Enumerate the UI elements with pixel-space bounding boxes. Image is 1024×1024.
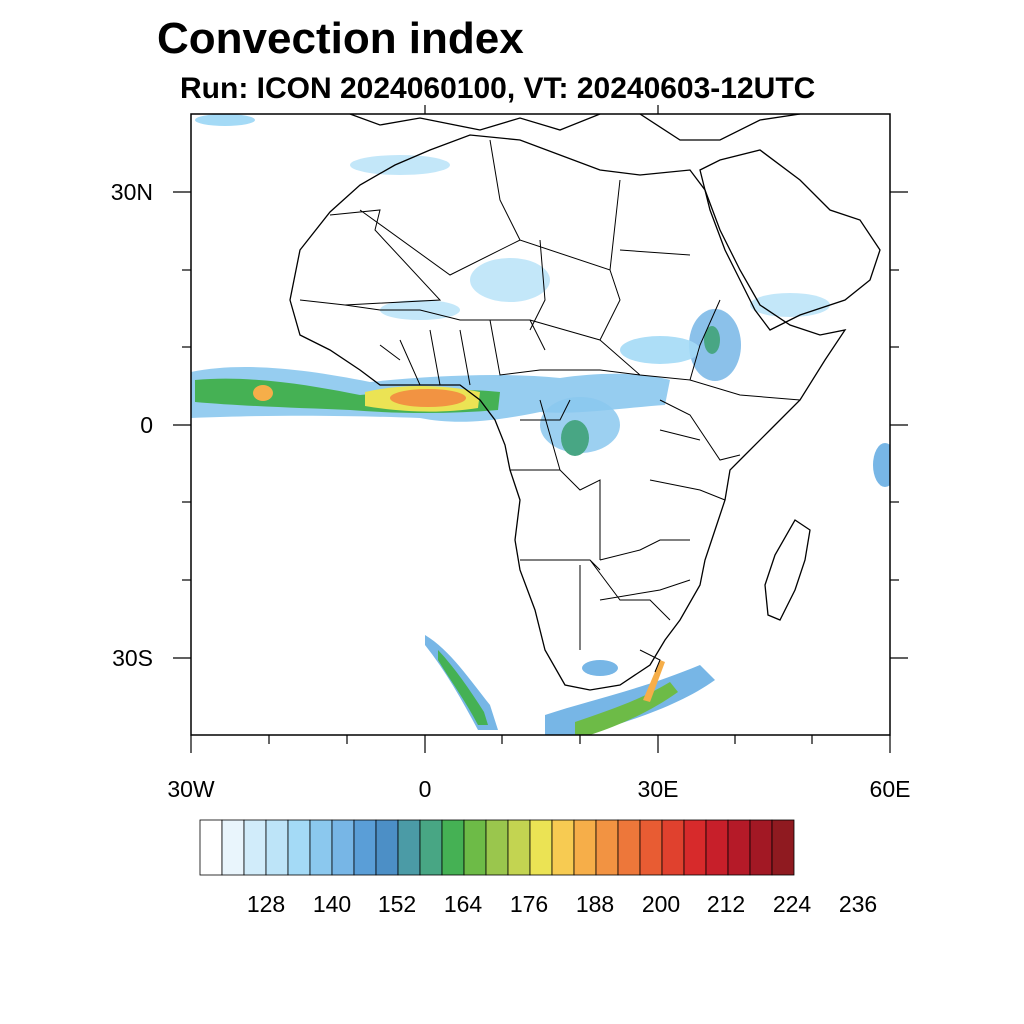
colorbar-label: 152 [378,891,416,917]
colorbar-swatch [287,819,311,876]
colorbar-swatch [595,819,619,876]
colorbar-swatch [727,819,751,876]
colorbar-swatch [441,819,465,876]
colorbar-label: 224 [773,891,812,917]
colorbar-swatch [199,819,223,876]
colorbar-label: 176 [510,891,548,917]
africa-coastline [289,134,847,691]
colorbar-swatch [375,819,399,876]
colorbar-label: 128 [247,891,285,917]
axis-ticks [173,105,908,753]
lat-label-30s: 30S [112,645,153,671]
chart-subtitle: Run: ICON 2024060100, VT: 20240603-12UTC [180,72,816,105]
colorbar-label: 188 [576,891,614,917]
convection-field [191,114,890,735]
borders-southern-africa [520,559,691,673]
colorbar-swatch [309,819,333,876]
lon-label-30e: 30E [638,776,679,802]
kalahari-convection [582,660,618,676]
colorbar-swatch [749,819,773,876]
indian-ocean-convection [873,443,890,487]
colorbar-label: 140 [313,891,351,917]
madagascar-coastline [764,519,811,621]
colorbar-label: 212 [707,891,745,917]
colorbar-swatch [397,819,421,876]
lon-label-30w: 30W [167,776,215,802]
colorbar-swatch [705,819,729,876]
colorbar-swatch [683,819,707,876]
colorbar-swatch [243,819,267,876]
itcz-hotspot [390,389,466,407]
colorbar-swatch [771,819,795,876]
colorbar-swatch [221,819,245,876]
colorbar-swatch [463,819,487,876]
coastlines [289,114,881,691]
south-atlantic-front-core [438,650,488,725]
lat-label-0: 0 [140,412,153,438]
colorbar-swatch [419,819,443,876]
chart-title: Convection index [157,14,524,63]
colorbar-swatch [265,819,289,876]
colorbar-swatch [529,819,553,876]
south-africa-front [545,665,715,735]
lon-label-0: 0 [419,776,432,802]
colorbar-swatch [353,819,377,876]
colorbar-labels: 128 140 152 164 176 188 200 212 224 236 [247,891,877,917]
colorbar-swatch [331,819,355,876]
north-africa-convection [350,155,450,175]
natal-convection-line [643,660,665,702]
colorbar [199,819,795,876]
colorbar-swatch [661,819,685,876]
borders-west-africa [299,299,546,386]
arabia-convection [750,293,830,317]
sahel-convection [620,336,700,364]
colorbar-swatch [639,819,663,876]
colorbar-label: 236 [839,891,877,917]
colorbar-swatch [551,819,575,876]
borders-north-africa [329,139,691,331]
lat-label-30n: 30N [111,179,153,205]
atlantic-north-convection [195,114,255,126]
ethiopia-convection-core [704,326,720,354]
colorbar-swatch [573,819,597,876]
europe-coastline [349,114,801,141]
colorbar-swatch [507,819,531,876]
congo-convection-core [561,420,589,456]
colorbar-label: 200 [642,891,680,917]
itcz-hotspot-west [253,385,273,401]
country-borders [299,139,801,673]
arabia-coastline [699,149,881,331]
colorbar-swatch [485,819,509,876]
colorbar-label: 164 [444,891,483,917]
borders-east-africa [599,379,801,561]
colorbar-swatch [617,819,641,876]
sahara-convection-1 [470,258,550,302]
lon-label-60e: 60E [870,776,911,802]
